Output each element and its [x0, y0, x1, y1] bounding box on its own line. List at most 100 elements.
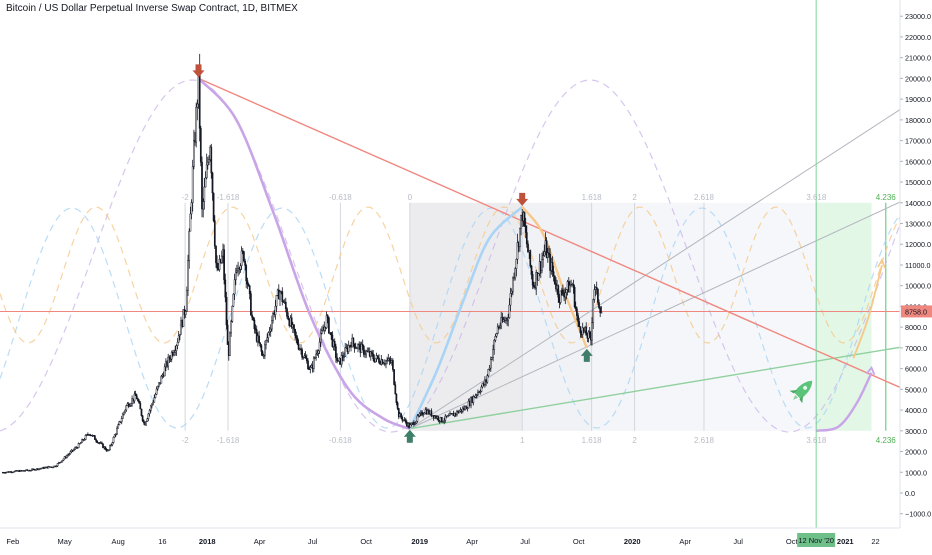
- time-tick-label: 22: [871, 537, 879, 546]
- time-tick-label: 2019: [411, 537, 428, 546]
- rocket-fin: [789, 390, 803, 404]
- candle-body: [525, 232, 528, 245]
- candle-body: [488, 367, 491, 370]
- time-tick-label: Apr: [679, 537, 691, 546]
- candle-body: [224, 279, 227, 298]
- candle-body: [374, 358, 377, 363]
- candle-body: [307, 360, 309, 370]
- candle-body: [546, 252, 549, 258]
- candle-body: [530, 265, 533, 275]
- candle-body: [160, 376, 163, 384]
- candle-body: [371, 351, 373, 355]
- time-tick-label: 2021: [837, 537, 854, 546]
- candle-body: [378, 357, 380, 363]
- candle-body: [255, 329, 258, 342]
- time-tick-label: 16: [158, 537, 166, 546]
- time-tick-label: Oct: [786, 537, 799, 546]
- candle-body: [317, 350, 320, 354]
- candle-body: [141, 415, 144, 422]
- candle-body: [199, 127, 202, 163]
- candle-body: [496, 326, 499, 334]
- candle-body: [77, 443, 80, 449]
- candle-body: [246, 280, 249, 285]
- fan-line: [409, 201, 901, 430]
- bottom-arrow-icon: [403, 429, 416, 443]
- candle-body: [309, 367, 312, 370]
- candle-body: [315, 353, 317, 358]
- candle-body: [52, 466, 54, 469]
- candle-body: [124, 409, 127, 413]
- candle-body: [83, 439, 86, 441]
- candle-body: [304, 355, 307, 359]
- candle-body: [477, 391, 479, 395]
- purple-cycle-curve: [197, 77, 411, 430]
- candle-body: [177, 335, 180, 343]
- candle-body: [112, 437, 115, 443]
- fib-time-label-top: 2: [632, 193, 637, 202]
- candle-body: [145, 421, 147, 426]
- rocket-icon: [789, 380, 813, 404]
- candle-body: [251, 314, 253, 318]
- candle-body: [147, 413, 150, 419]
- candle-body: [123, 411, 125, 415]
- candle-body: [418, 413, 421, 417]
- candle-body: [55, 465, 58, 468]
- projected-arrowhead: [865, 366, 876, 376]
- candle-body: [564, 292, 567, 298]
- candle-body: [275, 295, 278, 307]
- candle-body: [286, 308, 288, 317]
- candle-body: [319, 332, 322, 343]
- candle-body: [593, 289, 596, 300]
- bottom-arrow-icon: [580, 348, 593, 362]
- candle-body: [180, 320, 182, 335]
- candle-body: [139, 402, 142, 410]
- price-tick-label: 10000.0: [905, 282, 931, 291]
- candle-body: [472, 396, 475, 403]
- candle-body: [184, 311, 187, 315]
- candle-body: [516, 242, 519, 260]
- price-tick-label: 13000.0: [905, 220, 931, 229]
- candle-body: [458, 410, 461, 414]
- candle-body: [272, 313, 274, 321]
- candle-body: [62, 458, 65, 461]
- price-tick-label: 23000.0: [905, 12, 931, 21]
- candle-body: [527, 243, 529, 253]
- projected-purple-curve: [815, 372, 873, 432]
- candle-body: [225, 296, 228, 326]
- candle-body: [241, 250, 244, 253]
- candle-body: [237, 268, 239, 272]
- candle-body: [167, 356, 170, 367]
- candle-body: [104, 446, 107, 450]
- candle-body: [121, 413, 124, 419]
- candle-body: [394, 384, 397, 395]
- candle-body: [174, 350, 177, 353]
- candle-body: [325, 315, 328, 329]
- candle-body: [265, 340, 267, 346]
- price-tick-label: 6000.0: [905, 365, 927, 374]
- last-price-label: 8758.0: [905, 307, 927, 316]
- candle-body: [290, 317, 293, 328]
- candle-body: [213, 220, 216, 247]
- candle-body: [134, 393, 137, 396]
- candle-body: [152, 401, 154, 405]
- candle-body: [474, 395, 477, 398]
- candle-body: [520, 215, 522, 229]
- candle-body: [114, 433, 117, 436]
- candle-body: [193, 140, 195, 167]
- candle-body: [579, 326, 582, 333]
- candle-body: [353, 343, 356, 349]
- fib-time-label-bottom: -0.618: [329, 436, 352, 445]
- price-tick-label: 18000.0: [905, 116, 931, 125]
- candle-body: [216, 262, 218, 269]
- candle-body: [321, 330, 323, 334]
- time-tick-label: Apr: [466, 537, 478, 546]
- candle-body: [133, 393, 136, 402]
- candle-body: [347, 345, 350, 352]
- candle-body: [78, 443, 81, 445]
- candle-body: [333, 340, 336, 347]
- candle-body: [96, 440, 99, 443]
- candle-body: [599, 307, 602, 313]
- candle-body: [208, 159, 210, 163]
